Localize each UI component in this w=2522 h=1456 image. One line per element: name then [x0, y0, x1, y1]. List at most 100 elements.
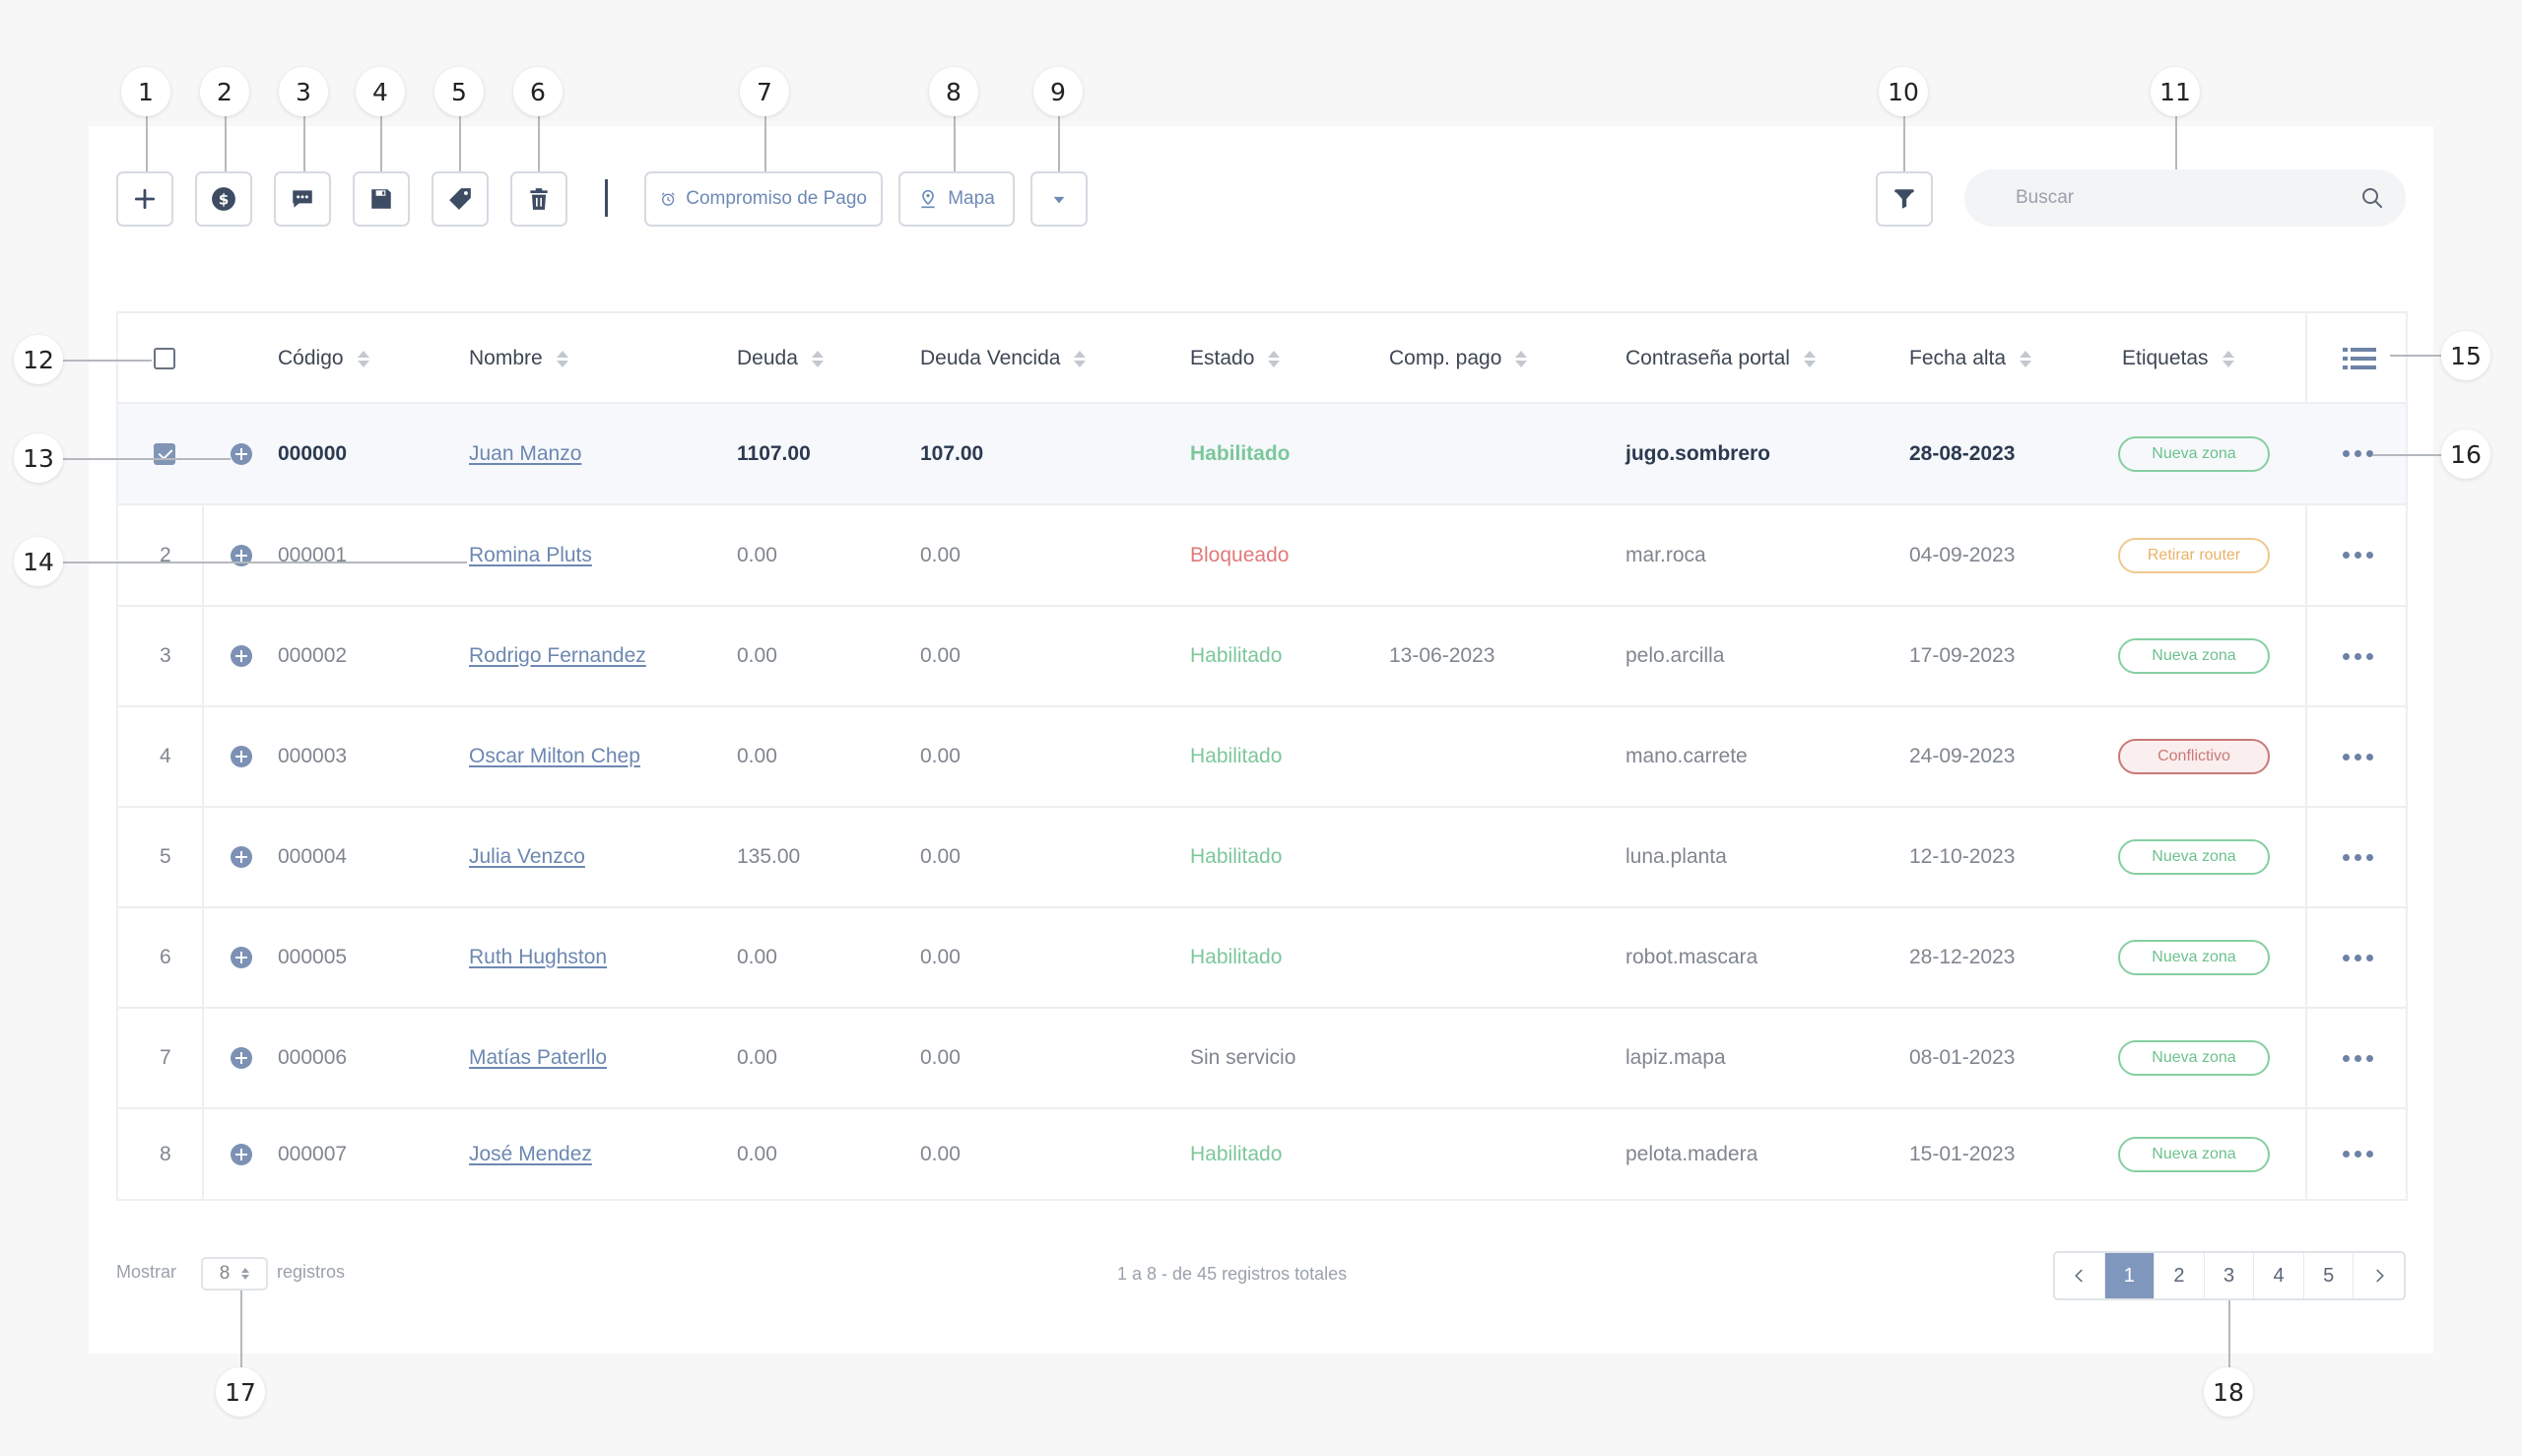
expand-row-icon[interactable] — [231, 645, 252, 667]
client-name-link[interactable]: Juan Manzo — [469, 441, 582, 465]
client-name-link[interactable]: Matías Paterllo — [469, 1046, 608, 1069]
header-debt[interactable]: Deuda — [737, 313, 824, 404]
main-panel — [89, 126, 2433, 1354]
expand-row-icon[interactable] — [231, 947, 252, 968]
header-tags[interactable]: Etiquetas — [2122, 313, 2234, 404]
row-actions-button[interactable] — [2343, 505, 2373, 605]
header-overdue-debt[interactable]: Deuda Vencida — [920, 313, 1087, 404]
table-row[interactable]: 8 000007 José Mendez 0.00 0.00 Habilitado pelo… — [118, 1109, 2406, 1201]
search-icon[interactable] — [2360, 186, 2384, 210]
add-button[interactable] — [116, 171, 173, 227]
callout-7: 7 — [740, 67, 789, 116]
table-row[interactable]: 000000 Juan Manzo 1107.00 107.00 Habilitado j… — [118, 404, 2406, 505]
payment-button[interactable]: $ — [195, 171, 252, 227]
map-pin-icon — [921, 189, 935, 209]
tag-badge[interactable]: Conflictivo — [2118, 739, 2270, 774]
cell-name: Juan Manzo — [469, 404, 581, 503]
callout-line — [764, 116, 766, 171]
prev-page-button[interactable] — [2055, 1253, 2105, 1298]
tag-badge[interactable]: Nueva zona — [2118, 839, 2270, 875]
sort-icon — [1268, 350, 1281, 367]
page-size-select[interactable]: 8 — [201, 1257, 268, 1291]
client-name-link[interactable]: José Mendez — [469, 1142, 592, 1165]
more-options-dropdown[interactable] — [1030, 171, 1088, 227]
tag-badge[interactable]: Retirar router — [2118, 537, 2270, 573]
cell-overdue-debt: 107.00 — [920, 441, 984, 465]
cell-debt: 0.00 — [737, 644, 777, 667]
map-button[interactable]: Mapa — [898, 171, 1015, 227]
tag-badge[interactable]: Nueva zona — [2118, 1136, 2270, 1172]
page-3-button[interactable]: 3 — [2205, 1253, 2255, 1298]
expand-row-icon[interactable] — [231, 1143, 252, 1165]
row-checkbox[interactable] — [154, 442, 175, 465]
callout-line — [459, 116, 461, 171]
columns-menu-button[interactable] — [2343, 313, 2376, 404]
table-row[interactable]: 7 000006 Matías Paterllo 0.00 0.00 Sin servic… — [118, 1009, 2406, 1109]
header-name-label: Nombre — [469, 347, 543, 369]
header-payment-commitment[interactable]: Comp. pago — [1389, 313, 1528, 404]
cell-tags: Nueva zona — [2118, 1109, 2270, 1199]
header-portal-password[interactable]: Contraseña portal — [1626, 313, 1816, 404]
search-input[interactable] — [2016, 169, 2331, 227]
cell-status: Habilitado — [1190, 644, 1283, 667]
pagination: 1 2 3 4 5 — [2053, 1251, 2406, 1300]
header-signup-date-label: Fecha alta — [1909, 347, 2007, 369]
cell-overdue-debt: 0.00 — [920, 543, 961, 566]
save-button[interactable] — [353, 171, 410, 227]
callout-line — [240, 1291, 242, 1385]
expand-row-icon[interactable] — [231, 1047, 252, 1069]
page-2-button[interactable]: 2 — [2155, 1253, 2205, 1298]
client-name-link[interactable]: Julia Venzco — [469, 845, 585, 868]
row-actions-button[interactable] — [2343, 808, 2373, 906]
header-code[interactable]: Código — [278, 313, 369, 404]
tag-badge[interactable]: Nueva zona — [2118, 435, 2270, 472]
map-label: Mapa — [948, 188, 995, 209]
client-name-link[interactable]: Ruth Hughston — [469, 946, 608, 968]
expand-row-icon[interactable] — [231, 846, 252, 868]
cell-name: José Mendez — [469, 1109, 592, 1199]
callout-line — [2175, 116, 2177, 169]
cell-debt: 1107.00 — [737, 441, 811, 465]
next-page-button[interactable] — [2354, 1253, 2404, 1298]
cell-debt: 0.00 — [737, 1046, 777, 1069]
delete-button[interactable] — [510, 171, 567, 227]
row-actions-button[interactable] — [2343, 404, 2373, 503]
table-row[interactable]: 2 000001 Romina Pluts 0.00 0.00 Bloqueado mar.… — [118, 505, 2406, 607]
row-actions-button[interactable] — [2343, 607, 2373, 705]
select-all-cell — [154, 313, 175, 404]
select-all-checkbox[interactable] — [154, 348, 175, 369]
client-name-link[interactable]: Romina Pluts — [469, 543, 592, 566]
tag-badge[interactable]: Nueva zona — [2118, 638, 2270, 674]
expand-row-icon[interactable] — [231, 442, 252, 465]
expand-row-icon[interactable] — [231, 544, 252, 566]
table-row[interactable]: 3 000002 Rodrigo Fernandez 0.00 0.00 Habilita… — [118, 607, 2406, 707]
expand-row-icon[interactable] — [231, 746, 252, 767]
row-actions-button[interactable] — [2343, 707, 2373, 806]
client-name-link[interactable]: Oscar Milton Chep — [469, 745, 640, 767]
message-button[interactable] — [274, 171, 331, 227]
page-1-button[interactable]: 1 — [2104, 1253, 2156, 1298]
payment-commitment-button[interactable]: Compromiso de Pago — [644, 171, 883, 227]
sort-icon — [2222, 350, 2234, 367]
row-actions-button[interactable] — [2343, 1009, 2373, 1107]
row-actions-button[interactable] — [2343, 1109, 2373, 1199]
table-row[interactable]: 6 000005 Ruth Hughston 0.00 0.00 Habilitado ro… — [118, 908, 2406, 1009]
more-icon — [2343, 753, 2373, 761]
header-status[interactable]: Estado — [1190, 313, 1281, 404]
cell-name: Rodrigo Fernandez — [469, 607, 646, 705]
tag-badge[interactable]: Nueva zona — [2118, 940, 2270, 975]
filter-button[interactable] — [1876, 171, 1933, 227]
page-4-button[interactable]: 4 — [2254, 1253, 2304, 1298]
row-actions-button[interactable] — [2343, 908, 2373, 1007]
plus-icon — [134, 188, 156, 210]
page-5-button[interactable]: 5 — [2304, 1253, 2355, 1298]
records-summary: 1 a 8 - de 45 registros totales — [1117, 1264, 1348, 1284]
cell-signup-date: 15-01-2023 — [1909, 1142, 2016, 1165]
client-name-link[interactable]: Rodrigo Fernandez — [469, 644, 646, 667]
header-signup-date[interactable]: Fecha alta — [1909, 313, 2032, 404]
header-name[interactable]: Nombre — [469, 313, 568, 404]
tag-badge[interactable]: Nueva zona — [2118, 1040, 2270, 1076]
table-row[interactable]: 5 000004 Julia Venzco 135.00 0.00 Habilitado l… — [118, 808, 2406, 908]
tag-button[interactable] — [431, 171, 489, 227]
table-row[interactable]: 4 000003 Oscar Milton Chep 0.00 0.00 Habilita… — [118, 707, 2406, 808]
